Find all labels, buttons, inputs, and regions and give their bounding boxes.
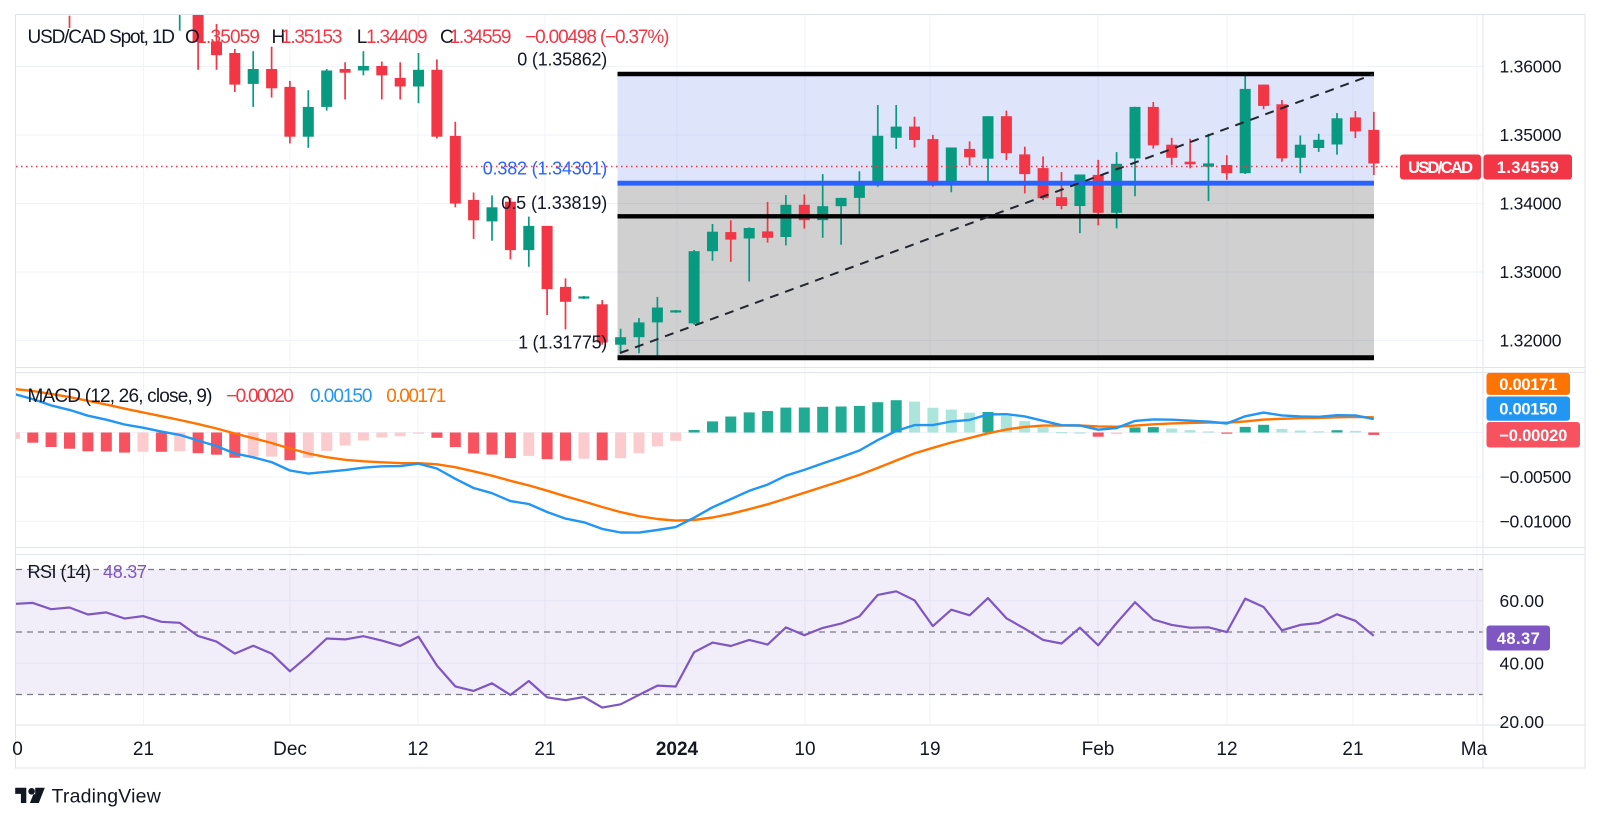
svg-text:L: L xyxy=(357,27,368,48)
svg-text:0.00171: 0.00171 xyxy=(1499,376,1557,394)
svg-text:RSI (14): RSI (14) xyxy=(28,562,92,582)
svg-text:48.37: 48.37 xyxy=(1497,630,1540,648)
svg-text:60.00: 60.00 xyxy=(1500,591,1545,611)
svg-text:19: 19 xyxy=(919,739,940,760)
svg-text:21: 21 xyxy=(1342,739,1363,760)
svg-text:0.5 (1.33819): 0.5 (1.33819) xyxy=(501,193,607,213)
svg-text:TradingView: TradingView xyxy=(52,786,162,808)
svg-text:Dec: Dec xyxy=(273,739,307,760)
svg-text:−0.00020: −0.00020 xyxy=(1499,427,1567,445)
svg-text:1.32000: 1.32000 xyxy=(1500,331,1562,351)
svg-text:40.00: 40.00 xyxy=(1500,654,1545,674)
svg-text:MACD (12, 26, close, 9): MACD (12, 26, close, 9) xyxy=(28,386,213,407)
svg-text:0.382 (1.34301): 0.382 (1.34301) xyxy=(483,158,608,178)
svg-text:−0.00498 (−0.37%): −0.00498 (−0.37%) xyxy=(525,27,669,48)
svg-text:Ma: Ma xyxy=(1461,739,1488,760)
svg-text:USD/CAD: USD/CAD xyxy=(1408,159,1473,177)
svg-text:0: 0 xyxy=(12,739,23,760)
svg-text:20.00: 20.00 xyxy=(1500,712,1545,732)
svg-text:1.34409: 1.34409 xyxy=(366,27,428,48)
svg-text:−0.00020: −0.00020 xyxy=(226,386,293,407)
svg-text:0.00171: 0.00171 xyxy=(386,386,446,407)
svg-text:1.33000: 1.33000 xyxy=(1500,262,1562,282)
svg-text:1.35153: 1.35153 xyxy=(281,27,342,48)
svg-text:−0.00500: −0.00500 xyxy=(1500,467,1572,487)
svg-text:12: 12 xyxy=(407,739,428,760)
svg-text:−0.01000: −0.01000 xyxy=(1500,512,1572,532)
svg-text:O: O xyxy=(185,27,200,48)
svg-text:1 (1.31775): 1 (1.31775) xyxy=(518,333,607,353)
svg-text:10: 10 xyxy=(794,739,815,760)
svg-text:0.00150: 0.00150 xyxy=(310,386,373,407)
svg-text:0.00150: 0.00150 xyxy=(1499,401,1557,419)
svg-text:21: 21 xyxy=(534,739,555,760)
svg-text:H: H xyxy=(272,27,286,48)
svg-text:1.36000: 1.36000 xyxy=(1500,57,1562,77)
svg-text:0 (1.35862): 0 (1.35862) xyxy=(517,50,607,70)
svg-text:C: C xyxy=(440,27,454,48)
svg-text:21: 21 xyxy=(133,739,154,760)
svg-text:1.35000: 1.35000 xyxy=(1500,125,1562,145)
svg-text:USD/CAD Spot, 1D: USD/CAD Spot, 1D xyxy=(28,27,176,48)
svg-text:48.37: 48.37 xyxy=(103,562,147,582)
svg-text:2024: 2024 xyxy=(656,739,699,760)
svg-text:Feb: Feb xyxy=(1082,739,1115,760)
svg-text:1.34559: 1.34559 xyxy=(1497,159,1559,177)
svg-text:12: 12 xyxy=(1216,739,1237,760)
svg-text:1.34000: 1.34000 xyxy=(1500,194,1562,214)
svg-text:1.34559: 1.34559 xyxy=(450,27,512,48)
svg-text:1.35059: 1.35059 xyxy=(196,27,260,48)
